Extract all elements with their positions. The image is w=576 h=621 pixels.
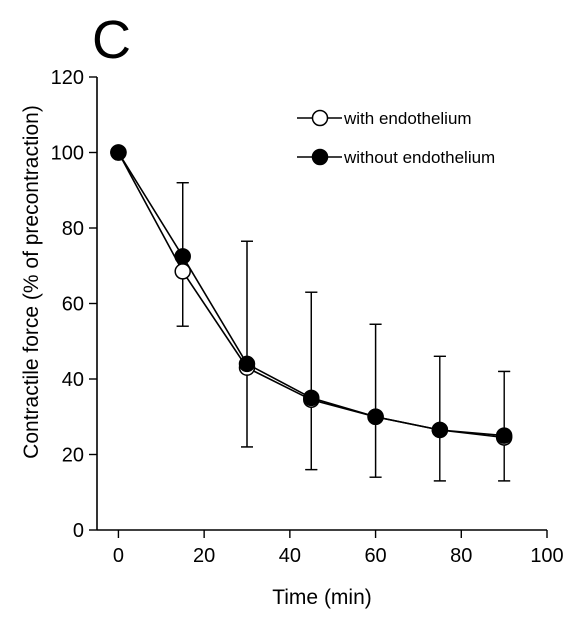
error-bars [176,182,511,482]
legend-label: with endothelium [343,109,472,128]
filled-data-point [110,144,127,161]
error-bar [369,323,382,478]
legend-marker [311,109,329,127]
error-bar [498,370,511,482]
error-bar [433,355,446,482]
axes: 0 20 40 60 80 100 120 0 20 40 60 80 100 [51,67,564,567]
y-tick-label: 80 [62,218,84,240]
y-tick-label: 120 [51,67,84,89]
open-data-point [174,263,191,280]
x-tick-label: 20 [193,545,215,567]
x-axis-title: Time (min) [272,586,372,609]
legend-entry: with endothelium [297,109,472,128]
y-tick-label: 100 [51,143,84,165]
filled-data-point [174,248,191,265]
data-series [110,144,513,446]
legend-entry: without endothelium [297,148,495,167]
filled-data-point [367,408,384,425]
y-axis-title: Contractile force (% of precontraction) [20,105,43,459]
error-bar [241,240,253,448]
x-tick-label: 60 [364,545,386,567]
filled-data-point [431,421,449,439]
panel-label: C [92,10,131,70]
legend-label: without endothelium [343,148,495,167]
x-tick-label: 100 [530,545,563,567]
filled-data-point [495,427,513,444]
x-tick-label: 0 [113,545,124,567]
y-tick-label: 60 [62,294,84,316]
y-tick-label: 0 [73,520,84,542]
x-tick-label: 80 [450,545,472,567]
legend: with endothelium without endothelium [297,109,495,167]
error-bar [305,291,318,471]
y-tick-label: 40 [62,369,84,391]
filled-data-point [238,355,256,373]
y-tick-label: 20 [62,445,84,467]
x-tick-label: 40 [279,545,301,567]
legend-marker [311,148,329,166]
filled-data-point [303,389,320,407]
